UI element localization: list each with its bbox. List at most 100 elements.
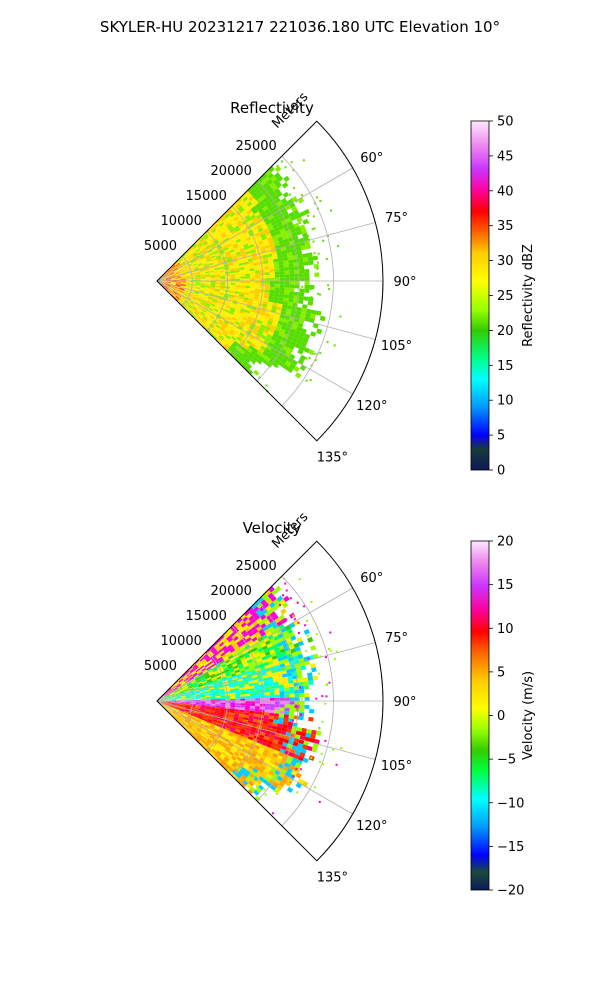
speckle — [332, 749, 334, 751]
data-cell — [245, 696, 250, 699]
speckle — [324, 740, 326, 742]
speckle — [322, 240, 324, 242]
speckle — [294, 618, 296, 620]
data-cell — [274, 713, 279, 717]
data-cell — [285, 698, 290, 702]
speckle — [272, 812, 274, 814]
speckle — [318, 673, 320, 675]
speckle — [327, 284, 329, 286]
data-cell — [255, 273, 260, 276]
panel-title: Reflectivity — [230, 99, 314, 117]
data-cell — [279, 711, 284, 715]
data-cell — [308, 676, 313, 681]
speckle — [310, 288, 312, 290]
data-cell — [304, 273, 309, 277]
data-cell — [245, 703, 250, 706]
speckle — [279, 604, 281, 606]
data-cell — [255, 270, 260, 273]
range-tick-label: 10000 — [161, 214, 202, 229]
speckle — [330, 210, 332, 212]
data-cell — [235, 283, 240, 285]
speckle — [319, 352, 321, 354]
speckle — [303, 605, 305, 607]
speckle — [289, 194, 291, 196]
data-cell — [265, 695, 270, 698]
data-cell — [255, 690, 260, 693]
data-cell — [280, 284, 285, 288]
azimuth-tick-label: 60° — [360, 571, 383, 586]
data-cell — [289, 263, 294, 267]
data-cell — [289, 291, 294, 295]
data-cell — [270, 695, 275, 698]
azimuth-tick-label: 120° — [356, 399, 387, 414]
colorbar-tick-label: 15 — [497, 578, 514, 593]
data-cell — [250, 696, 255, 699]
data-cell — [255, 696, 260, 699]
data-cell — [270, 287, 275, 290]
data-cell — [294, 266, 299, 270]
data-cell — [298, 716, 303, 720]
speckle — [311, 601, 313, 603]
data-cell — [240, 694, 245, 697]
colorbar-tick-label: 40 — [497, 184, 514, 199]
data-cell — [221, 697, 226, 699]
data-cell — [230, 703, 235, 705]
speckle — [286, 590, 288, 592]
speckle — [319, 728, 321, 730]
speckle — [329, 682, 331, 684]
speckle — [306, 380, 308, 382]
data-cell — [284, 714, 289, 718]
data-cell — [269, 689, 274, 692]
data-cell — [240, 285, 245, 288]
speckle — [319, 200, 321, 202]
data-cell — [304, 285, 309, 289]
speckle — [293, 775, 295, 777]
data-cell — [265, 272, 270, 275]
speckle — [292, 615, 294, 617]
data-cell — [285, 704, 290, 708]
data-cell — [300, 705, 305, 709]
data-cell — [240, 274, 245, 277]
speckle — [337, 245, 339, 247]
speckle — [285, 618, 287, 620]
data-cell — [303, 296, 308, 301]
colorbar-tick-label: −5 — [497, 753, 516, 768]
speckle — [284, 186, 286, 188]
data-cell — [289, 270, 294, 274]
speckle — [329, 632, 331, 634]
data-cell — [230, 277, 235, 279]
data-cell — [299, 289, 304, 293]
data-cell — [275, 287, 280, 290]
data-cell — [235, 285, 240, 287]
speckle — [307, 635, 309, 637]
data-cell — [284, 708, 289, 712]
velocity-panel: 500010000150002000025000Meters60°75°90°1… — [144, 510, 536, 899]
data-cell — [270, 272, 275, 275]
azimuth-tick-label: 105° — [381, 339, 412, 354]
data-cell — [294, 682, 299, 686]
data-cell — [288, 260, 293, 264]
range-tick-label: 15000 — [186, 609, 227, 624]
data-cell — [316, 329, 322, 335]
speckle — [328, 648, 330, 650]
data-cell — [270, 284, 275, 287]
speckle — [286, 632, 288, 634]
data-cell — [275, 271, 280, 274]
speckle — [282, 594, 284, 596]
speckle — [326, 258, 328, 260]
range-tick-label: 25000 — [235, 139, 276, 154]
data-cell — [289, 288, 294, 292]
data-cell — [295, 277, 300, 281]
speckle — [321, 753, 323, 755]
data-cell — [288, 680, 293, 684]
data-cell — [230, 697, 235, 699]
data-cell — [289, 683, 294, 687]
data-cell — [298, 262, 303, 266]
data-cell — [264, 266, 269, 269]
speckle — [317, 268, 319, 270]
data-cell — [305, 277, 310, 281]
data-cell — [250, 273, 255, 276]
speckle — [265, 794, 267, 796]
speckle — [266, 385, 268, 387]
speckle — [291, 771, 293, 773]
